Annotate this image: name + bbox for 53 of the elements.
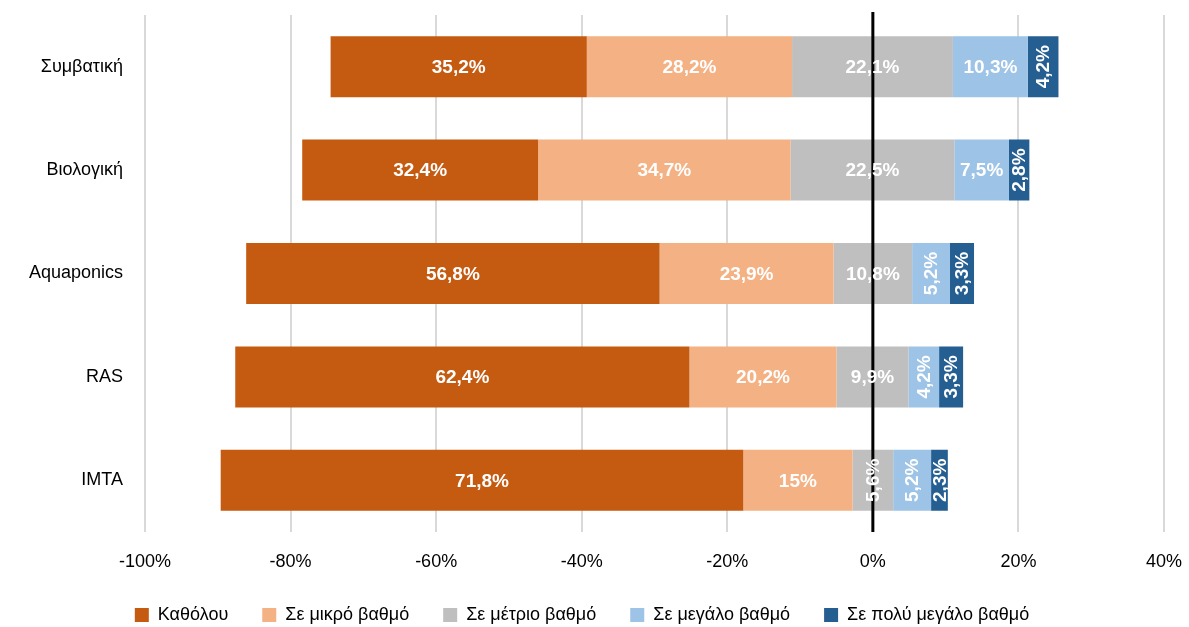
data-label: 56,8% [425,262,480,284]
data-label: 3,3% [951,251,973,296]
data-label: 4,2% [913,355,935,399]
bar [689,346,837,408]
data-label: 4,2% [1032,44,1054,89]
x-tick-label: 20% [1000,550,1037,571]
x-tick-label: -60% [415,550,458,571]
data-label: 34,7% [637,159,692,181]
data-label: 32,4% [393,159,448,181]
data-label: 71,8% [455,469,510,491]
bar [952,36,1028,98]
data-label: 10,3% [963,55,1018,77]
bar [792,36,953,98]
legend-label: Σε μικρό βαθμό [285,603,410,624]
x-tick-label: -80% [269,550,312,571]
data-label: 5,2% [901,458,923,502]
legend-label: Σε πολύ μεγάλο βαθμό [847,603,1030,624]
bar [302,139,539,201]
y-tick-label: RAS [85,365,123,386]
y-tick-label: Συμβατική [40,55,123,76]
bar [586,36,793,98]
data-label: 20,2% [736,366,790,388]
data-label: 62,4% [435,366,490,388]
x-tick-label: -40% [560,550,603,571]
bar [220,449,744,511]
data-label: 35,2% [431,55,486,77]
data-label: 2,3% [928,458,950,502]
bar [954,139,1009,201]
bar [659,243,834,304]
data-label: 5,2% [920,251,942,296]
x-tick-label: -100% [118,550,172,571]
x-tick-label: -20% [706,550,749,571]
bar [790,139,955,201]
data-label: 23,9% [719,262,774,284]
x-tick-label: 0% [859,550,886,571]
legend-label: Σε μέτριο βαθμό [466,603,597,624]
legend-label: Σε μεγάλο βαθμό [653,603,791,624]
data-label: 7,5% [960,159,1004,181]
bar [330,36,587,98]
data-label: 3,3% [940,355,962,399]
bar [246,243,660,304]
y-tick-label: Βιολογική [46,159,123,180]
x-tick-label: 40% [1145,550,1183,571]
y-tick-label: IMTA [81,469,123,490]
data-label: 5,6% [862,458,884,502]
data-label: 28,2% [662,55,717,77]
legend-label: Καθόλου [157,603,229,624]
bar [235,346,690,408]
bar [743,449,853,511]
data-label: 15% [778,469,818,491]
y-tick-label: Aquaponics [28,262,123,283]
bar [538,139,791,201]
data-label: 2,8% [1008,148,1030,192]
